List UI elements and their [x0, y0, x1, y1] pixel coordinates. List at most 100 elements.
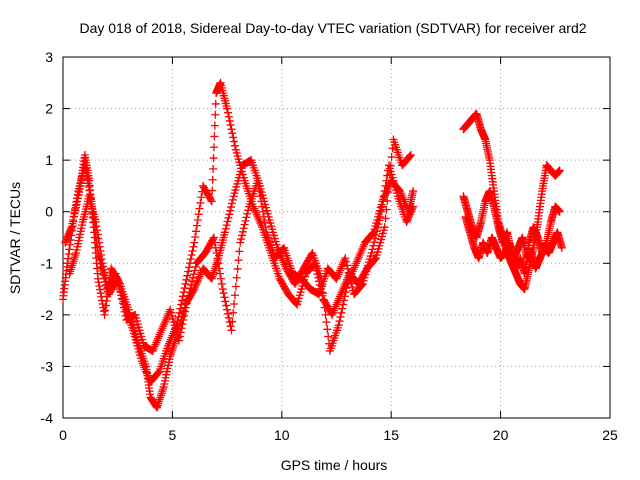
x-tick-label: 20: [493, 427, 509, 443]
data-point: [323, 325, 332, 334]
data-point: [95, 238, 104, 247]
data-point: [370, 238, 379, 247]
data-point: [348, 283, 357, 292]
data-point: [183, 271, 192, 280]
data-point: [344, 268, 353, 277]
data-point: [92, 222, 101, 231]
x-tick-label: 25: [602, 427, 618, 443]
data-point: [228, 195, 237, 204]
data-point: [67, 223, 76, 232]
data-point: [242, 213, 251, 222]
data-point: [71, 205, 80, 214]
data-point: [227, 326, 236, 335]
data-point: [210, 121, 219, 130]
data-point: [215, 264, 224, 273]
data-point: [187, 251, 196, 260]
data-point: [346, 275, 355, 284]
data-point: [259, 212, 268, 221]
data-point: [381, 181, 390, 190]
data-point: [257, 197, 266, 206]
data-point: [176, 304, 185, 313]
data-point: [241, 216, 250, 225]
data-point: [193, 215, 202, 224]
series-trace-4: [459, 109, 564, 294]
data-point: [186, 284, 195, 293]
data-point: [95, 242, 104, 251]
data-point: [227, 125, 236, 134]
data-point: [189, 270, 198, 279]
data-point: [338, 304, 347, 313]
data-point: [347, 279, 356, 288]
data-point: [84, 179, 93, 188]
y-tick-label: -4: [41, 410, 54, 426]
data-point: [223, 217, 232, 226]
data-point: [99, 307, 108, 316]
data-point: [235, 247, 244, 256]
tick-labels: 0 5 10 15 20 25 -4 -3 -2 -1 0 1 2 3: [41, 49, 618, 443]
x-tick-label: 10: [274, 427, 290, 443]
data-point: [116, 287, 125, 296]
y-tick-label: 3: [45, 49, 53, 65]
data-point: [279, 244, 288, 253]
data-point: [182, 299, 191, 308]
data-point: [408, 204, 417, 213]
data-point: [384, 188, 393, 197]
data-point: [258, 202, 267, 211]
data-point: [73, 194, 82, 203]
data-point: [555, 207, 564, 216]
data-point: [191, 262, 200, 271]
data-point: [207, 197, 216, 206]
data-point: [211, 243, 220, 252]
data-point: [82, 172, 91, 181]
data-point: [95, 285, 104, 294]
data-point: [253, 176, 262, 185]
data-point: [231, 282, 240, 291]
data-point: [220, 228, 229, 237]
data-point: [189, 242, 198, 251]
data-point: [255, 187, 264, 196]
data-point: [223, 108, 232, 117]
data-point: [341, 254, 350, 263]
data-point: [177, 324, 186, 333]
data-point: [98, 267, 107, 276]
data-point: [220, 293, 229, 302]
data-point: [219, 289, 228, 298]
data-point: [237, 231, 246, 240]
data-point: [239, 224, 248, 233]
data-point: [223, 309, 232, 318]
data-point: [67, 224, 76, 233]
data-point: [218, 285, 227, 294]
data-point: [177, 300, 186, 309]
data-point: [211, 110, 220, 119]
series-trace-6: [461, 212, 566, 273]
data-point: [209, 233, 218, 242]
data-point: [555, 166, 564, 175]
data-point: [258, 207, 267, 216]
data-point: [368, 245, 377, 254]
data-point: [226, 322, 235, 331]
data-point: [118, 295, 127, 304]
data-point: [229, 133, 238, 142]
data-point: [336, 312, 345, 321]
data-point: [337, 308, 346, 317]
data-point: [378, 197, 387, 206]
data-point: [100, 310, 109, 319]
data-point: [214, 259, 223, 268]
data-point: [345, 272, 354, 281]
data-point: [314, 273, 323, 282]
data-point: [66, 240, 75, 249]
data-point: [68, 219, 77, 228]
data-point: [387, 153, 396, 162]
data-point: [91, 218, 100, 227]
chart-title: Day 018 of 2018, Sidereal Day-to-day VTE…: [79, 20, 586, 36]
data-point: [195, 204, 204, 213]
data-point: [406, 150, 415, 159]
data-point: [186, 255, 195, 264]
data-point: [173, 317, 182, 326]
data-point: [209, 164, 218, 173]
data-point: [228, 317, 237, 326]
data-point: [224, 313, 233, 322]
data-point: [260, 218, 269, 227]
data-point: [312, 266, 321, 275]
